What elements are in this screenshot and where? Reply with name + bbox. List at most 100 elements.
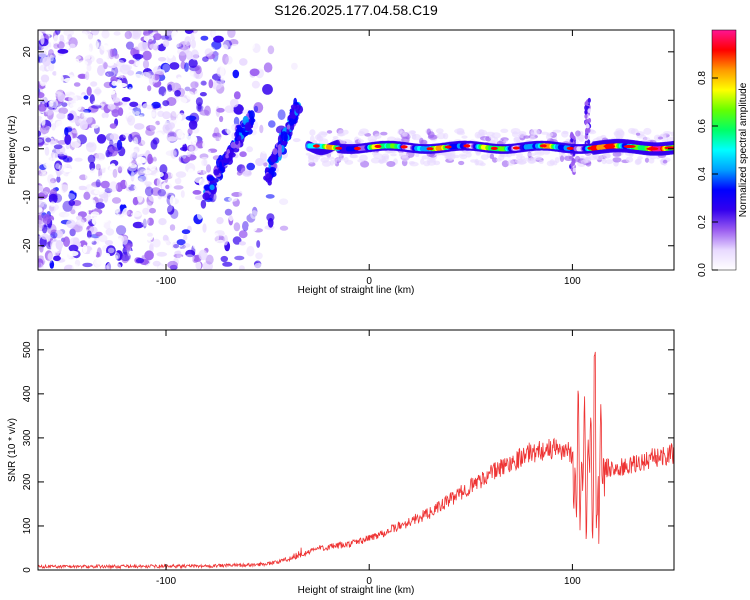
heatmap-cell	[106, 61, 115, 66]
heatmap-cell	[116, 206, 121, 215]
heatmap-cell	[410, 133, 416, 137]
heatmap-cell	[64, 134, 72, 146]
heatmap-cell	[162, 63, 171, 72]
heatmap-cell	[104, 166, 112, 177]
heatmap-cell	[134, 111, 140, 116]
heatmap-cell	[587, 139, 591, 145]
heatmap-cell	[53, 134, 64, 139]
heatmap-cell	[117, 50, 124, 58]
heatmap-cell	[90, 30, 100, 36]
heatmap-cell	[113, 255, 119, 260]
heatmap-cell	[71, 264, 80, 270]
heatmap-cell	[249, 68, 260, 77]
spectrogram-ytick-label: 20	[22, 46, 33, 58]
heatmap-cell	[85, 71, 90, 81]
heatmap-cell	[105, 71, 115, 77]
heatmap-cell	[55, 240, 63, 250]
heatmap-cell	[157, 189, 166, 197]
heatmap-cell	[170, 111, 177, 121]
heatmap-cell	[117, 166, 123, 174]
heatmap-cell	[152, 137, 160, 145]
heatmap-cell	[74, 203, 81, 214]
heatmap-cell	[49, 180, 57, 189]
heatmap-cell	[221, 44, 229, 54]
heatmap-cell	[344, 159, 354, 165]
heatmap-cell	[205, 164, 212, 173]
heatmap-cell	[66, 219, 76, 229]
heatmap-cell	[54, 85, 64, 95]
heatmap-cell	[72, 184, 80, 193]
heatmap-cell	[232, 69, 240, 79]
heatmap-cell	[38, 138, 43, 143]
heatmap-cell	[254, 91, 264, 101]
heatmap-cell	[38, 219, 44, 231]
heatmap-cell	[149, 168, 158, 178]
heatmap-cell	[267, 217, 274, 228]
heatmap-cell	[152, 66, 162, 75]
heatmap-cell	[107, 140, 113, 145]
heatmap-cell	[47, 253, 53, 264]
heatmap-cell	[128, 250, 134, 255]
heatmap-cell	[125, 263, 132, 270]
heatmap-cell	[205, 254, 214, 265]
heatmap-cell	[76, 218, 85, 229]
heatmap-cell	[253, 102, 264, 114]
heatmap-cell	[426, 157, 436, 163]
heatmap-cell	[132, 151, 138, 161]
heatmap-cell	[176, 97, 188, 105]
heatmap-cell	[480, 154, 489, 161]
heatmap-cell	[180, 190, 185, 198]
heatmap-cell	[359, 128, 369, 135]
heatmap-cell	[236, 181, 241, 193]
heatmap-cell	[214, 261, 221, 270]
heatmap-cell	[48, 193, 58, 204]
heatmap-cell	[162, 111, 171, 120]
heatmap-cell	[93, 88, 102, 95]
spectrogram-xlabel: Height of straight line (km)	[298, 285, 415, 296]
heatmap-cell	[102, 71, 109, 80]
heatmap-cell	[60, 67, 72, 74]
heatmap-cell	[139, 185, 147, 191]
heatmap-cell	[184, 256, 194, 262]
heatmap-cell	[194, 81, 199, 87]
heatmap-cell	[245, 32, 253, 42]
heatmap-cell	[64, 127, 69, 136]
heatmap-cell	[184, 86, 191, 92]
heatmap-cell	[188, 206, 197, 216]
heatmap-cell	[108, 39, 120, 48]
figure-title: S126.2025.177.04.58.C19	[274, 2, 438, 18]
heatmap-cell	[169, 62, 180, 70]
heatmap-cell	[44, 146, 50, 156]
heatmap-cell	[267, 45, 275, 55]
heatmap-cell	[202, 261, 213, 270]
heatmap-cell	[246, 146, 254, 153]
heatmap-cell	[110, 206, 121, 214]
heatmap-cell	[635, 158, 642, 165]
spectrogram-ytick-label: 0	[22, 146, 33, 152]
spectrogram-ylabel: Frequency (Hz)	[7, 116, 18, 185]
heatmap-cell	[75, 215, 83, 221]
heatmap-peak	[603, 144, 616, 148]
heatmap-cell	[93, 39, 99, 50]
heatmap-cell	[55, 30, 61, 35]
heatmap-cell	[209, 212, 221, 217]
heatmap-cell	[104, 187, 113, 194]
heatmap-cell	[169, 224, 176, 231]
heatmap-cell	[488, 135, 496, 139]
heatmap-cell	[552, 129, 562, 133]
heatmap-cell	[111, 80, 118, 86]
heatmap-cell	[238, 190, 243, 197]
heatmap-cell	[68, 244, 79, 252]
heatmap-cell	[77, 185, 88, 191]
heatmap-cell	[43, 199, 49, 205]
heatmap-cell	[185, 115, 197, 121]
heatmap-cell	[207, 61, 218, 68]
heatmap-cell	[49, 54, 54, 62]
heatmap-cell	[242, 221, 249, 232]
heatmap-cell	[63, 264, 74, 270]
heatmap-cell	[79, 120, 88, 131]
heatmap-cell	[146, 104, 154, 110]
heatmap-cell	[76, 99, 82, 111]
heatmap-cell	[222, 53, 229, 65]
heatmap-cell	[116, 139, 123, 151]
